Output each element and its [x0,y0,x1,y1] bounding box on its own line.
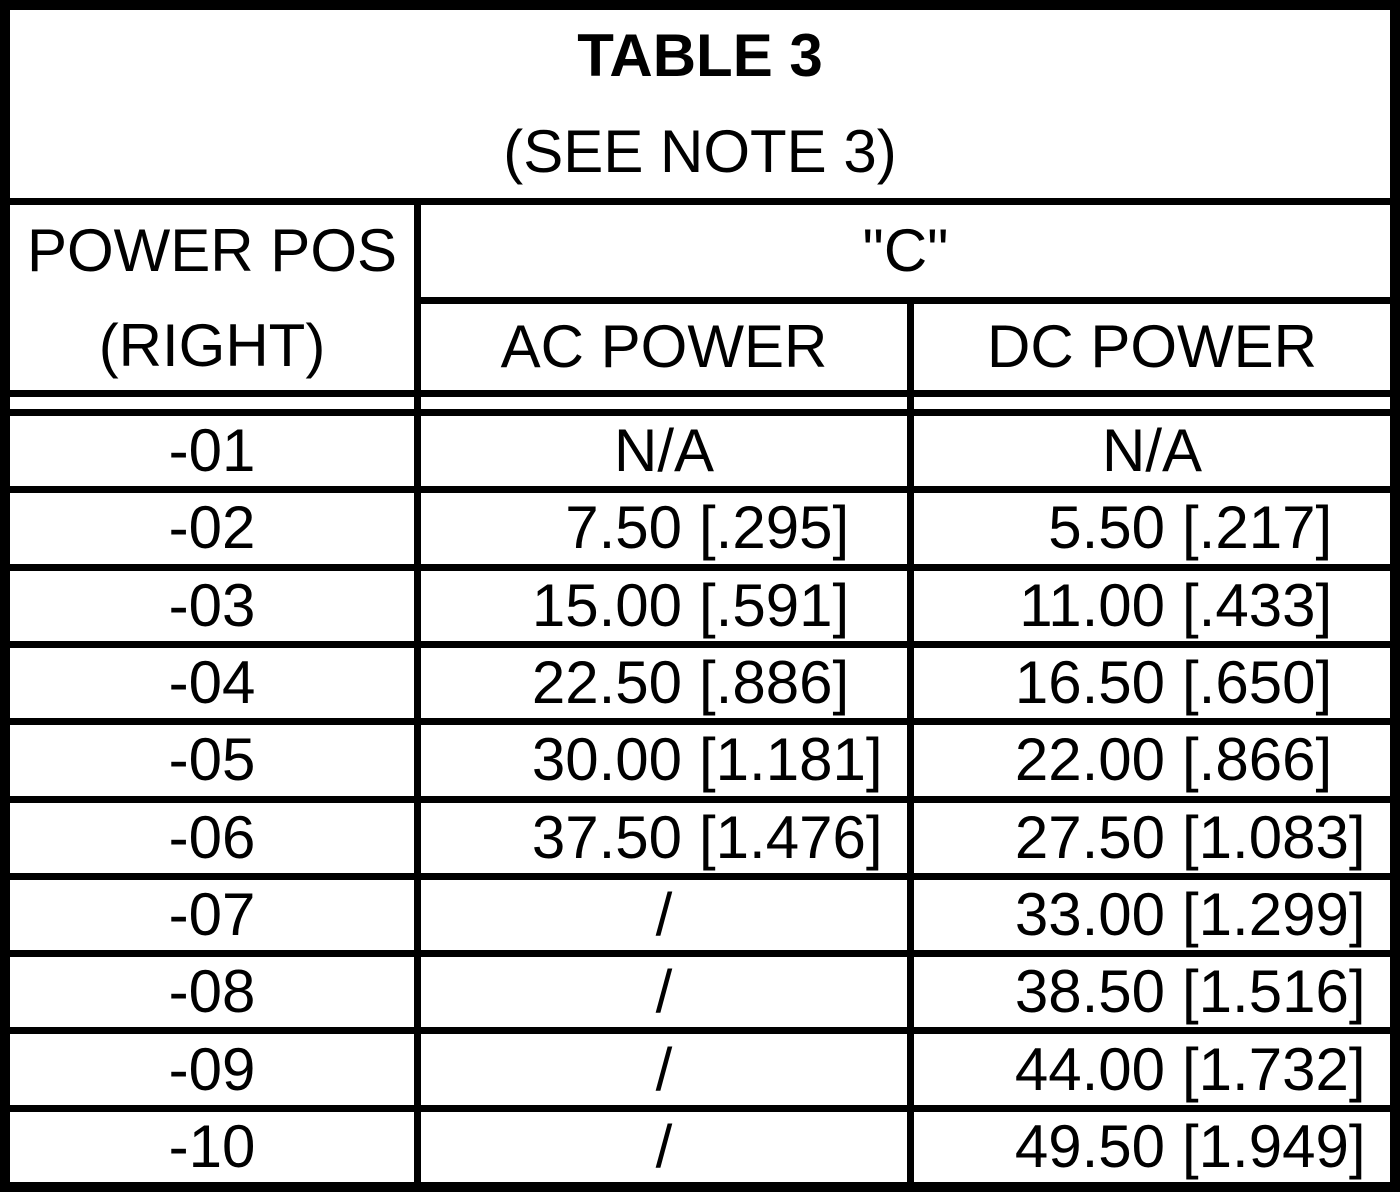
ac-value-cell-row3: 15.00 [.591] [421,570,907,641]
pos-cell-row1: -01 [10,416,414,487]
dc-value-cell-row8: 38.50 [1.516] [914,957,1390,1028]
ac-value-cell-row6: 37.50 [1.476] [421,802,907,873]
dc-value-cell-row5: 22.00 [.866] [914,725,1390,796]
power-pos-header-cell: POWER POS (RIGHT) [10,205,414,390]
pos-cell-row6: -06 [10,802,414,873]
ac-value-cell-row5: 30.00 [1.181] [421,725,907,796]
double-rule-spacer-right [914,397,1390,409]
pos-cell-row3: -03 [10,570,414,641]
dc-value-cell-row10: 49.50 [1.949] [914,1111,1390,1182]
table-title: TABLE 3 [577,22,823,89]
pos-cell-row8: -08 [10,957,414,1028]
power-pos-header-line2: (RIGHT) [98,311,326,379]
group-header-c: "C" [421,205,1390,297]
dc-value-cell-row1: N/A [914,416,1390,487]
table-title-block: TABLE 3 (SEE NOTE 3) [10,10,1390,198]
power-pos-header-line1: POWER POS [26,216,398,284]
pos-cell-row2: -02 [10,493,414,564]
ac-value-cell-row7: / [421,879,907,951]
dc-value-cell-row7: 33.00 [1.299] [914,879,1390,951]
ac-power-header: AC POWER [421,304,907,390]
pos-cell-row7: -07 [10,879,414,951]
ac-value-cell-row4: 22.50 [.886] [421,647,907,719]
ac-value-cell-row8: / [421,957,907,1028]
double-rule-spacer-left [10,397,414,409]
dc-power-header: DC POWER [914,304,1390,390]
ac-value-cell-row2: 7.50 [.295] [421,493,907,564]
dc-value-cell-row9: 44.00 [1.732] [914,1034,1390,1105]
ac-value-cell-row9: / [421,1034,907,1105]
dc-value-cell-row4: 16.50 [.650] [914,647,1390,719]
pos-cell-row5: -05 [10,725,414,796]
table-subtitle: (SEE NOTE 3) [503,118,897,185]
ac-value-cell-row1: N/A [421,416,907,487]
pos-cell-row10: -10 [10,1111,414,1182]
dc-value-cell-row6: 27.50 [1.083] [914,802,1390,873]
dc-value-cell-row2: 5.50 [.217] [914,493,1390,564]
pos-cell-row9: -09 [10,1034,414,1105]
pos-cell-row4: -04 [10,647,414,719]
dc-value-cell-row3: 11.00 [.433] [914,570,1390,641]
ac-value-cell-row10: / [421,1111,907,1182]
double-rule-spacer-middle [421,397,907,409]
